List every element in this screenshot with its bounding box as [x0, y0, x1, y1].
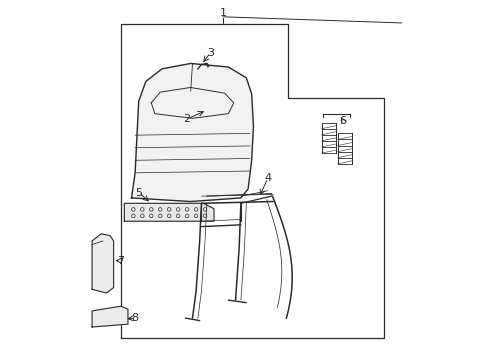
- Text: 3: 3: [206, 48, 213, 58]
- Polygon shape: [92, 234, 113, 293]
- Text: 8: 8: [131, 313, 139, 323]
- Text: 2: 2: [183, 114, 190, 124]
- Text: 4: 4: [264, 173, 271, 183]
- Text: 1: 1: [219, 8, 226, 18]
- Text: 5: 5: [135, 188, 142, 198]
- Text: 7: 7: [117, 256, 124, 266]
- Polygon shape: [124, 203, 214, 221]
- Polygon shape: [92, 306, 128, 327]
- Text: 6: 6: [339, 116, 346, 126]
- Polygon shape: [131, 63, 253, 202]
